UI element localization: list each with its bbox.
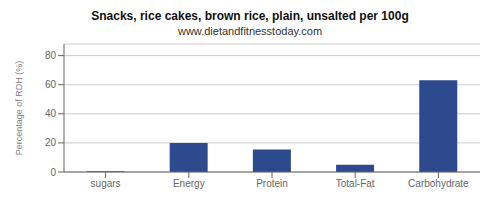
svg-text:sugars: sugars — [91, 178, 121, 189]
svg-text:Total-Fat: Total-Fat — [336, 178, 375, 189]
svg-text:Energy: Energy — [173, 178, 205, 189]
html-text:Snacks, rice cakes, brown rice: Snacks, rice cakes, brown rice, plain, u… — [91, 9, 409, 23]
svg-text:Protein: Protein — [256, 178, 288, 189]
svg-text:Percentage of RDH (%): Percentage of RDH (%) — [14, 61, 24, 156]
svg-text:40: 40 — [45, 108, 57, 119]
svg-text:80: 80 — [45, 50, 57, 61]
svg-text:20: 20 — [45, 137, 57, 148]
svg-text:0: 0 — [50, 167, 56, 178]
svg-text:60: 60 — [45, 79, 57, 90]
html-text:www.dietandfitnesstoday.com: www.dietandfitnesstoday.com — [178, 25, 322, 37]
svg-text:Carbohydrate: Carbohydrate — [408, 178, 469, 189]
